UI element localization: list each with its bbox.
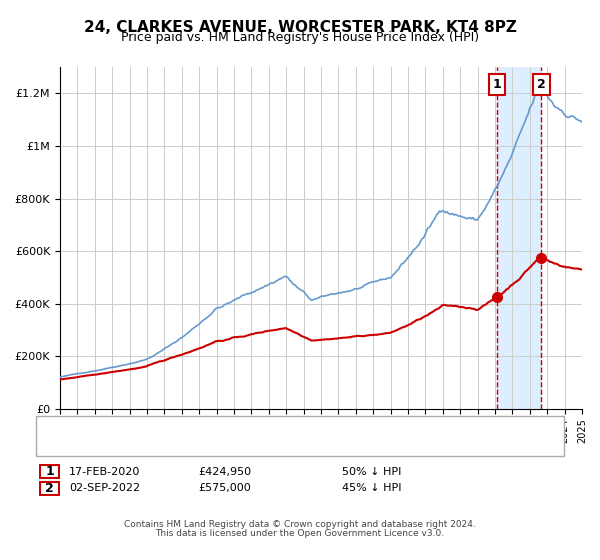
Text: 02-SEP-2022: 02-SEP-2022 — [69, 483, 140, 493]
Text: Price paid vs. HM Land Registry's House Price Index (HPI): Price paid vs. HM Land Registry's House … — [121, 31, 479, 44]
FancyBboxPatch shape — [40, 482, 59, 495]
Bar — [497, 67, 541, 409]
Text: This data is licensed under the Open Government Licence v3.0.: This data is licensed under the Open Gov… — [155, 529, 445, 538]
Text: 2: 2 — [537, 78, 546, 91]
Text: £424,950: £424,950 — [198, 466, 251, 477]
Text: 45% ↓ HPI: 45% ↓ HPI — [342, 483, 401, 493]
Text: ─────: ───── — [54, 436, 91, 449]
Text: 24, CLARKES AVENUE, WORCESTER PARK, KT4 8PZ: 24, CLARKES AVENUE, WORCESTER PARK, KT4 … — [83, 20, 517, 35]
Text: 2: 2 — [45, 482, 54, 495]
Text: 1: 1 — [45, 465, 54, 478]
Text: 50% ↓ HPI: 50% ↓ HPI — [342, 466, 401, 477]
Text: ─────: ───── — [54, 421, 91, 434]
Text: Contains HM Land Registry data © Crown copyright and database right 2024.: Contains HM Land Registry data © Crown c… — [124, 520, 476, 529]
FancyBboxPatch shape — [40, 465, 59, 478]
Text: £575,000: £575,000 — [198, 483, 251, 493]
Text: HPI: Average price, detached house, Sutton: HPI: Average price, detached house, Sutt… — [105, 437, 332, 447]
Text: 17-FEB-2020: 17-FEB-2020 — [69, 466, 140, 477]
Text: 24, CLARKES AVENUE, WORCESTER PARK, KT4 8PZ (detached house): 24, CLARKES AVENUE, WORCESTER PARK, KT4 … — [105, 422, 463, 432]
Text: 1: 1 — [493, 78, 502, 91]
